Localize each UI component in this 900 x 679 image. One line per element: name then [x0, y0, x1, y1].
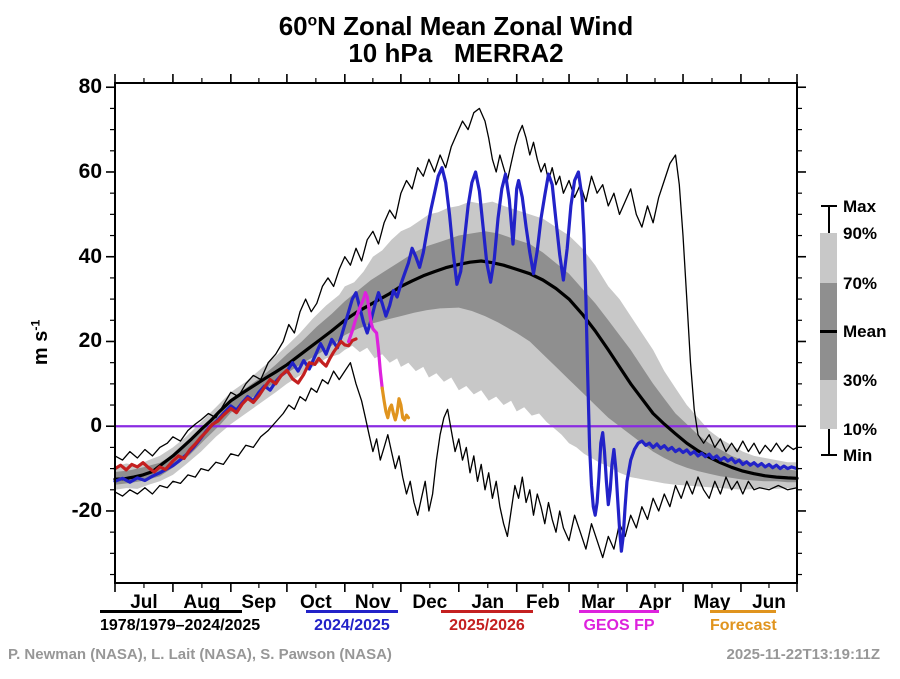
month-label-jan: Jan: [471, 592, 505, 613]
percentile-label-70pct: 70%: [843, 274, 878, 293]
chart-title: 60oN Zonal Mean Zonal Wind 10 hPa MERRA2: [115, 12, 797, 66]
title-main-text: N Zonal Mean Zonal Wind: [317, 11, 634, 41]
legend-item-0: 1978/1979–2024/2025: [100, 610, 261, 635]
month-label-jun: Jun: [752, 592, 786, 613]
legend-line-swatch: [100, 610, 242, 613]
legend-line-swatch: [710, 610, 776, 613]
series-2024-2025: [113, 166, 799, 553]
credits-text: P. Newman (NASA), L. Lait (NASA), S. Paw…: [8, 646, 392, 663]
month-label-apr: Apr: [638, 592, 672, 613]
percentile-label-30pct: 30%: [843, 371, 878, 390]
month-label-feb: Feb: [525, 592, 560, 613]
percentile-label-min: Min: [843, 446, 873, 465]
month-label-aug: Aug: [183, 592, 221, 613]
legend-label: GEOS FP: [583, 617, 655, 634]
month-label-nov: Nov: [354, 592, 391, 613]
y-tick-label: 80: [78, 75, 102, 99]
percentile-max-cap: [821, 205, 837, 207]
legend-item-3: GEOS FP: [579, 610, 659, 635]
series-2025-2026: [113, 337, 358, 474]
y-tick-label: -20: [71, 498, 102, 522]
timestamp-text: 2025-11-22T13:19:11Z: [726, 646, 880, 663]
percentile-min-cap: [821, 454, 837, 456]
title-degree-symbol: o: [307, 12, 318, 30]
month-label-jul: Jul: [130, 592, 158, 613]
legend-item-2: 2025/2026: [441, 610, 533, 635]
legend-line-swatch: [306, 610, 398, 613]
percentile-label-90pct: 90%: [843, 224, 878, 243]
plot-frame: [114, 82, 798, 584]
legend-item-4: Forecast: [710, 610, 777, 635]
month-label-mar: Mar: [581, 592, 615, 613]
month-label-sep: Sep: [241, 592, 277, 613]
series-forecast: [380, 386, 410, 422]
series-max: [114, 107, 798, 461]
series-mean-1978-1979-2024-2025: [113, 259, 799, 481]
percentile-label-mean: Mean: [843, 322, 887, 341]
title-latitude-value: 60: [278, 11, 308, 41]
legend-label: 2024/2025: [314, 617, 390, 634]
y-tick-label: 40: [78, 244, 102, 268]
legend-line-swatch: [441, 610, 533, 613]
y-tick-label: 0: [90, 414, 102, 438]
percentile-label-max: Max: [843, 197, 877, 216]
chart-title-line2: 10 hPa MERRA2: [348, 38, 564, 69]
percentile-mean-line: [820, 330, 837, 333]
chart-title-line1: 60oN Zonal Mean Zonal Wind: [115, 12, 797, 40]
month-label-oct: Oct: [300, 592, 332, 613]
series-min: [114, 362, 798, 559]
legend-label: 1978/1979–2024/2025: [100, 617, 261, 634]
y-tick-label: 60: [78, 159, 102, 183]
y-axis-unit-exponent: -1: [28, 319, 43, 331]
legend-line-swatch: [579, 610, 659, 613]
month-label-dec: Dec: [412, 592, 448, 613]
band-30%-70%: [115, 231, 797, 485]
series-geos-fp: [347, 291, 384, 390]
legend-label: 2025/2026: [449, 617, 525, 634]
legend-label: Forecast: [710, 617, 777, 634]
y-tick-label: 20: [78, 329, 102, 353]
legend-item-1: 2024/2025: [306, 610, 398, 635]
percentile-label-10pct: 10%: [843, 420, 878, 439]
month-label-may: May: [693, 592, 731, 613]
